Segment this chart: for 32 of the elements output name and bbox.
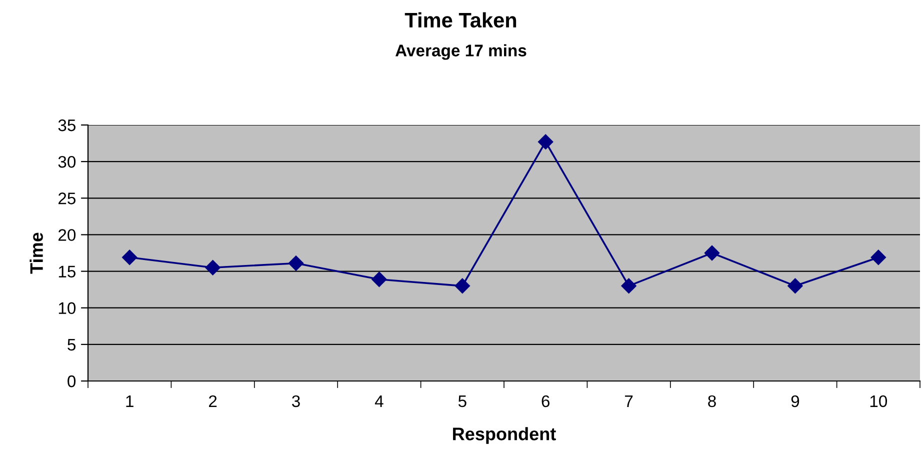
x-tick-label: 6 [542,395,550,408]
y-tick-label: 5 [68,339,76,351]
point [788,278,803,294]
x-tick-label: 9 [791,395,800,408]
x-tick-label: 10 [870,395,888,408]
chart-subtitle: Average 17 mins [395,44,526,60]
x-tick-label: 8 [708,395,716,408]
point [454,278,470,294]
x-tick-label: 5 [458,396,466,408]
y-tick-label: 35 [58,119,76,132]
y-tick-label: 15 [58,266,76,278]
point [205,260,220,276]
y-tick-label: 20 [58,229,76,241]
x-tick-label: 4 [374,396,384,407]
point [288,256,304,271]
x-tick-label: 7 [625,396,633,407]
chart-title: Time Taken [404,12,516,28]
y-tick-label: 10 [58,302,76,314]
x-tick-label: 2 [209,395,217,407]
y-axis-title: Time [30,232,43,274]
x-axis-title: Respondent [453,427,556,444]
x-tick-label: 1 [126,396,134,407]
point [704,245,720,261]
point [372,272,387,287]
y-tick-label: 25 [58,192,76,204]
point [538,134,554,150]
point [870,250,886,265]
x-tick-label: 3 [292,395,300,408]
y-tick-label: 30 [58,156,76,168]
point [122,250,138,265]
y-tick-label: 0 [68,375,76,388]
point [621,278,636,294]
